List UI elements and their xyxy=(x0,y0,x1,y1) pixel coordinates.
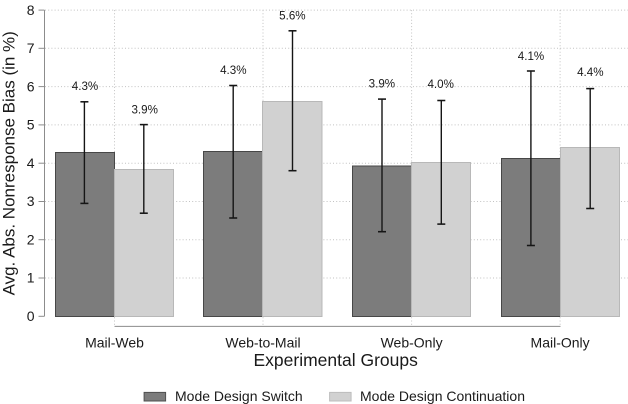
svg-text:5.6%: 5.6% xyxy=(279,10,305,23)
svg-text:4.4%: 4.4% xyxy=(577,66,603,79)
svg-text:4.1%: 4.1% xyxy=(518,50,544,63)
svg-text:8: 8 xyxy=(27,2,35,18)
svg-text:3: 3 xyxy=(27,193,35,209)
svg-text:Mode Design Continuation: Mode Design Continuation xyxy=(360,388,525,404)
svg-text:4.3%: 4.3% xyxy=(220,64,246,77)
svg-text:Mode Design Switch: Mode Design Switch xyxy=(175,388,303,404)
svg-text:Experimental Groups: Experimental Groups xyxy=(254,350,419,370)
svg-text:3.9%: 3.9% xyxy=(131,104,157,117)
svg-text:4.3%: 4.3% xyxy=(72,80,98,93)
svg-text:2: 2 xyxy=(27,231,35,247)
svg-text:4: 4 xyxy=(27,155,35,171)
svg-text:0: 0 xyxy=(27,308,35,324)
svg-text:Mail-Only: Mail-Only xyxy=(531,334,590,350)
svg-text:Web-to-Mail: Web-to-Mail xyxy=(225,334,300,350)
svg-text:6: 6 xyxy=(27,78,35,94)
svg-text:4.0%: 4.0% xyxy=(427,78,453,91)
svg-text:Avg. Abs. Nonresponse Bias (in: Avg. Abs. Nonresponse Bias (in %) xyxy=(0,31,19,295)
svg-text:7: 7 xyxy=(27,40,35,56)
svg-text:3.9%: 3.9% xyxy=(369,78,395,91)
svg-text:Mail-Web: Mail-Web xyxy=(85,334,144,350)
svg-text:Web-Only: Web-Only xyxy=(381,334,443,350)
svg-text:1: 1 xyxy=(27,270,35,286)
svg-text:5: 5 xyxy=(27,117,35,133)
